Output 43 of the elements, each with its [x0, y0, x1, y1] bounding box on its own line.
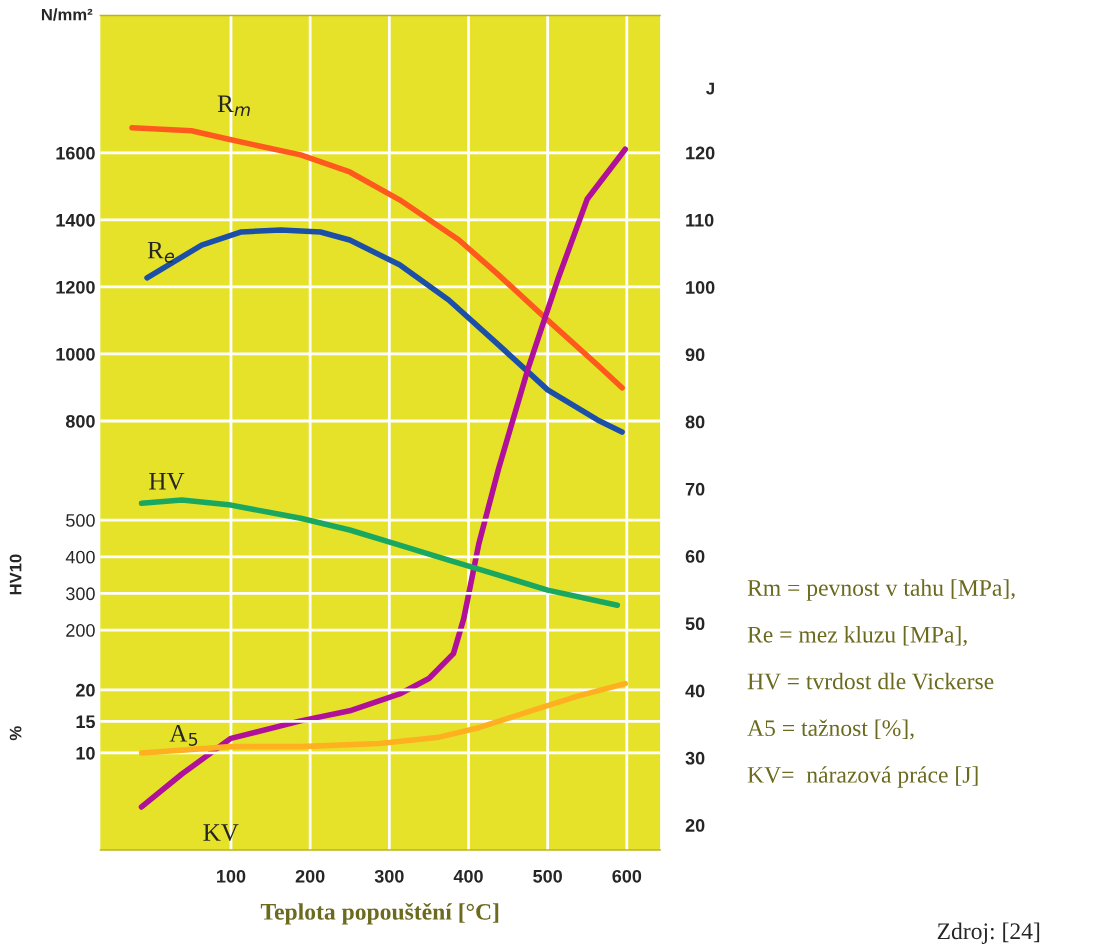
series-label: A$_{5}$ [169, 725, 198, 746]
text: Rm = pevnost v tahu [MPa], [747, 579, 1015, 601]
y2-tick-label: 70 [685, 482, 705, 496]
y2-tick-label: 40 [685, 684, 705, 698]
y2-tick-label: 20 [685, 819, 705, 832]
y3-tick-label: 200 [66, 624, 95, 637]
y3-tick-label: 500 [66, 514, 95, 527]
y-tick-label: 1200 [56, 280, 95, 294]
x-tick-label: 300 [374, 869, 404, 883]
y3-axis-title: HV10 [9, 554, 22, 595]
y2-tick-label: 110 [686, 213, 714, 227]
y-tick-label: 1000 [56, 347, 95, 361]
x-axis-title: Teplota popouštění [°C] [260, 902, 499, 925]
y-axis-title: N/mm² [41, 8, 93, 21]
text: Re = mez kluzu [MPa], [747, 626, 967, 647]
y2-axis-title: J [706, 82, 714, 95]
x-tick-label: 500 [533, 869, 562, 883]
text: KV= nárazová práce [J] [747, 766, 978, 788]
x-tick-label: 600 [612, 869, 642, 883]
y2-tick-label: 80 [685, 415, 705, 429]
y2-tick-label: 100 [686, 281, 715, 294]
y2-tick-label: 30 [685, 751, 705, 765]
text: A5 = tažnost [%], [747, 719, 914, 740]
y-tick-label: 15 [76, 715, 95, 729]
x-tick-label: 400 [453, 869, 483, 883]
y2-tick-label: 60 [685, 550, 705, 563]
text: Zdroj: [24] [937, 922, 1040, 944]
y-tick-label: 1400 [56, 213, 95, 227]
x-tick-label: 100 [217, 869, 246, 883]
series-label: HV [149, 473, 185, 490]
y3-tick-label: 300 [66, 587, 95, 601]
y2-tick-label: 50 [685, 617, 705, 631]
series-label: R$_{e}$ [147, 241, 174, 263]
y-tick-label: 1600 [56, 146, 95, 160]
y-tick-label: 800 [65, 414, 95, 428]
text: HV = tvrdost dle Vickerse [747, 672, 994, 690]
y-axis-title: % [9, 726, 22, 741]
y-tick-label: 20 [76, 683, 95, 697]
y2-tick-label: 120 [686, 146, 715, 160]
y2-tick-label: 90 [685, 348, 705, 362]
y3-tick-label: 400 [65, 550, 95, 564]
x-tick-label: 200 [295, 869, 325, 883]
y-tick-label: 10 [76, 746, 95, 760]
